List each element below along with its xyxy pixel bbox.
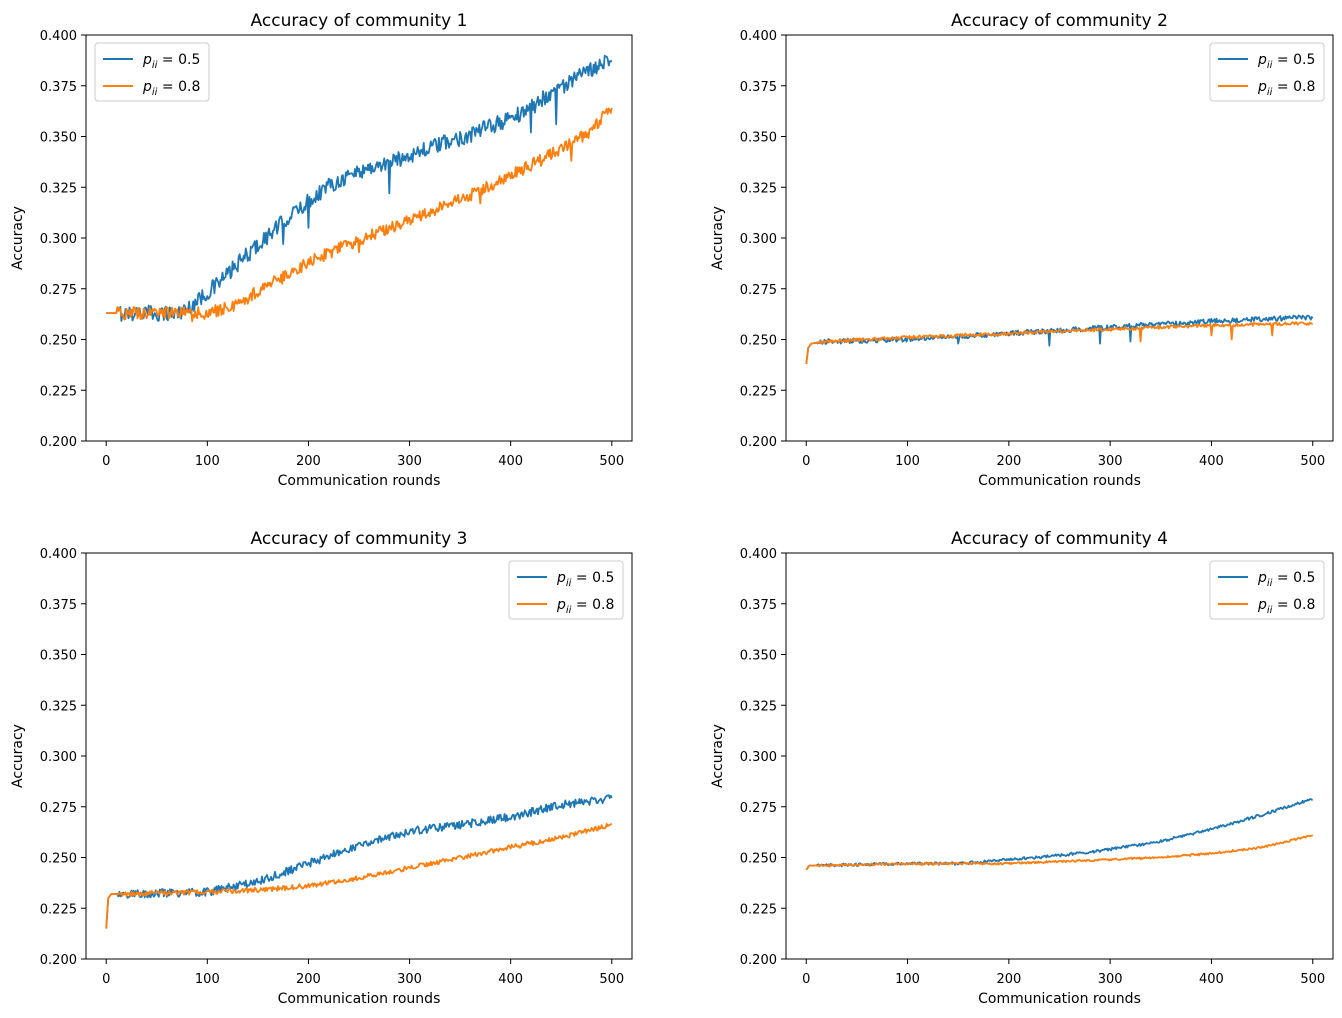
y-tick-label: 0.350	[740, 131, 777, 146]
x-tick-label: 100	[195, 972, 220, 987]
x-tick-label: 200	[996, 454, 1021, 469]
y-axis-label: Accuracy	[10, 724, 26, 788]
legend: pii = 0.5 pii = 0.8	[94, 42, 210, 102]
x-tick-label: 0	[102, 454, 110, 469]
y-tick-label: 0.225	[740, 902, 777, 917]
y-tick-label: 0.375	[740, 80, 777, 95]
y-tick-label: 0.300	[740, 232, 777, 247]
y-tick-label: 0.400	[740, 547, 777, 562]
y-tick-label: 0.225	[40, 384, 77, 399]
x-tick-label: 400	[1199, 972, 1224, 987]
y-tick-label: 0.350	[40, 131, 77, 146]
x-tick-label: 0	[102, 972, 110, 987]
y-tick-label: 0.375	[40, 80, 77, 95]
x-tick-label: 500	[599, 454, 624, 469]
subplot-3: Accuracy of community 3 0 100 200 300 400 500 0…	[10, 529, 633, 1007]
y-tick-label: 0.250	[40, 852, 77, 867]
x-tick-label: 400	[1199, 454, 1224, 469]
y-tick-label: 0.350	[40, 649, 77, 664]
y-axis-label: Accuracy	[10, 206, 26, 270]
x-tick-label: 400	[498, 972, 523, 987]
series-line-2	[805, 834, 1314, 871]
legend-label: pii = 0.5	[142, 52, 200, 71]
legend-label: pii = 0.5	[556, 570, 614, 589]
series-line-2	[106, 107, 613, 323]
y-tick-label: 0.400	[40, 29, 77, 44]
y-axis-label: Accuracy	[710, 206, 726, 270]
y-tick-label: 0.275	[40, 801, 77, 816]
series-line-2	[105, 822, 613, 929]
y-tick-label: 0.350	[740, 649, 777, 664]
x-tick-label: 200	[296, 454, 321, 469]
y-tick-label: 0.250	[740, 334, 777, 349]
y-tick-label: 0.225	[40, 902, 77, 917]
y-tick-label: 0.275	[740, 283, 777, 298]
y-tick-label: 0.325	[40, 181, 77, 196]
chart-title: Accuracy of community 2	[951, 11, 1168, 31]
legend-label: pii = 0.8	[1257, 597, 1315, 616]
y-tick-label: 0.375	[40, 598, 77, 613]
x-tick-label: 300	[397, 972, 422, 987]
subplot-1: Accuracy of community 1 0 100 200 300 400 500 0…	[10, 11, 633, 489]
y-tick-label: 0.400	[740, 29, 777, 44]
y-tick-label: 0.375	[740, 598, 777, 613]
subplot-2: Accuracy of community 2 0 100 200 300 400 500 0…	[710, 11, 1334, 489]
y-tick-label: 0.200	[40, 435, 77, 450]
y-tick-label: 0.200	[740, 435, 777, 450]
legend-label: pii = 0.5	[1257, 570, 1315, 589]
x-tick-label: 500	[1300, 454, 1325, 469]
x-axis-label: Communication rounds	[978, 991, 1141, 1007]
x-axis-label: Communication rounds	[278, 473, 441, 489]
series-line-1	[805, 798, 1313, 871]
chart-title: Accuracy of community 3	[251, 529, 468, 549]
legend-label: pii = 0.8	[556, 597, 614, 616]
x-tick-label: 500	[599, 972, 624, 987]
legend-label: pii = 0.5	[1257, 52, 1315, 71]
x-tick-label: 100	[895, 454, 920, 469]
x-tick-label: 400	[498, 454, 523, 469]
x-tick-label: 300	[1098, 454, 1123, 469]
legend-label: pii = 0.8	[142, 79, 200, 98]
x-tick-label: 300	[397, 454, 422, 469]
y-tick-label: 0.325	[40, 699, 77, 714]
chart-title: Accuracy of community 1	[251, 11, 468, 31]
y-tick-label: 0.325	[740, 181, 777, 196]
x-tick-label: 0	[802, 972, 810, 987]
series-line-2	[805, 321, 1314, 364]
y-tick-label: 0.325	[740, 699, 777, 714]
y-tick-label: 0.200	[740, 953, 777, 968]
legend: pii = 0.5 pii = 0.8	[508, 560, 624, 620]
y-tick-label: 0.275	[740, 801, 777, 816]
y-tick-label: 0.225	[740, 384, 777, 399]
y-tick-label: 0.275	[40, 283, 77, 298]
x-tick-label: 300	[1098, 972, 1123, 987]
x-tick-label: 200	[296, 972, 321, 987]
y-tick-label: 0.250	[740, 852, 777, 867]
y-axis-label: Accuracy	[710, 724, 726, 788]
y-tick-label: 0.400	[40, 547, 77, 562]
x-tick-label: 0	[802, 454, 810, 469]
x-tick-label: 100	[895, 972, 920, 987]
chart-title: Accuracy of community 4	[951, 529, 1168, 549]
legend-label: pii = 0.8	[1257, 79, 1315, 98]
series-line-1	[105, 794, 613, 929]
x-tick-label: 100	[195, 454, 220, 469]
subplot-4: Accuracy of community 4 0 100 200 300 400 500 0…	[710, 529, 1334, 1007]
x-axis-label: Communication rounds	[278, 991, 441, 1007]
x-tick-label: 500	[1300, 972, 1325, 987]
y-tick-label: 0.300	[40, 232, 77, 247]
x-axis-label: Communication rounds	[978, 473, 1141, 489]
y-tick-label: 0.300	[40, 750, 77, 765]
y-tick-label: 0.300	[740, 750, 777, 765]
x-tick-label: 200	[996, 972, 1021, 987]
y-tick-label: 0.200	[40, 953, 77, 968]
legend: pii = 0.5 pii = 0.8	[1209, 560, 1325, 620]
legend: pii = 0.5 pii = 0.8	[1209, 42, 1325, 102]
y-tick-label: 0.250	[40, 334, 77, 349]
